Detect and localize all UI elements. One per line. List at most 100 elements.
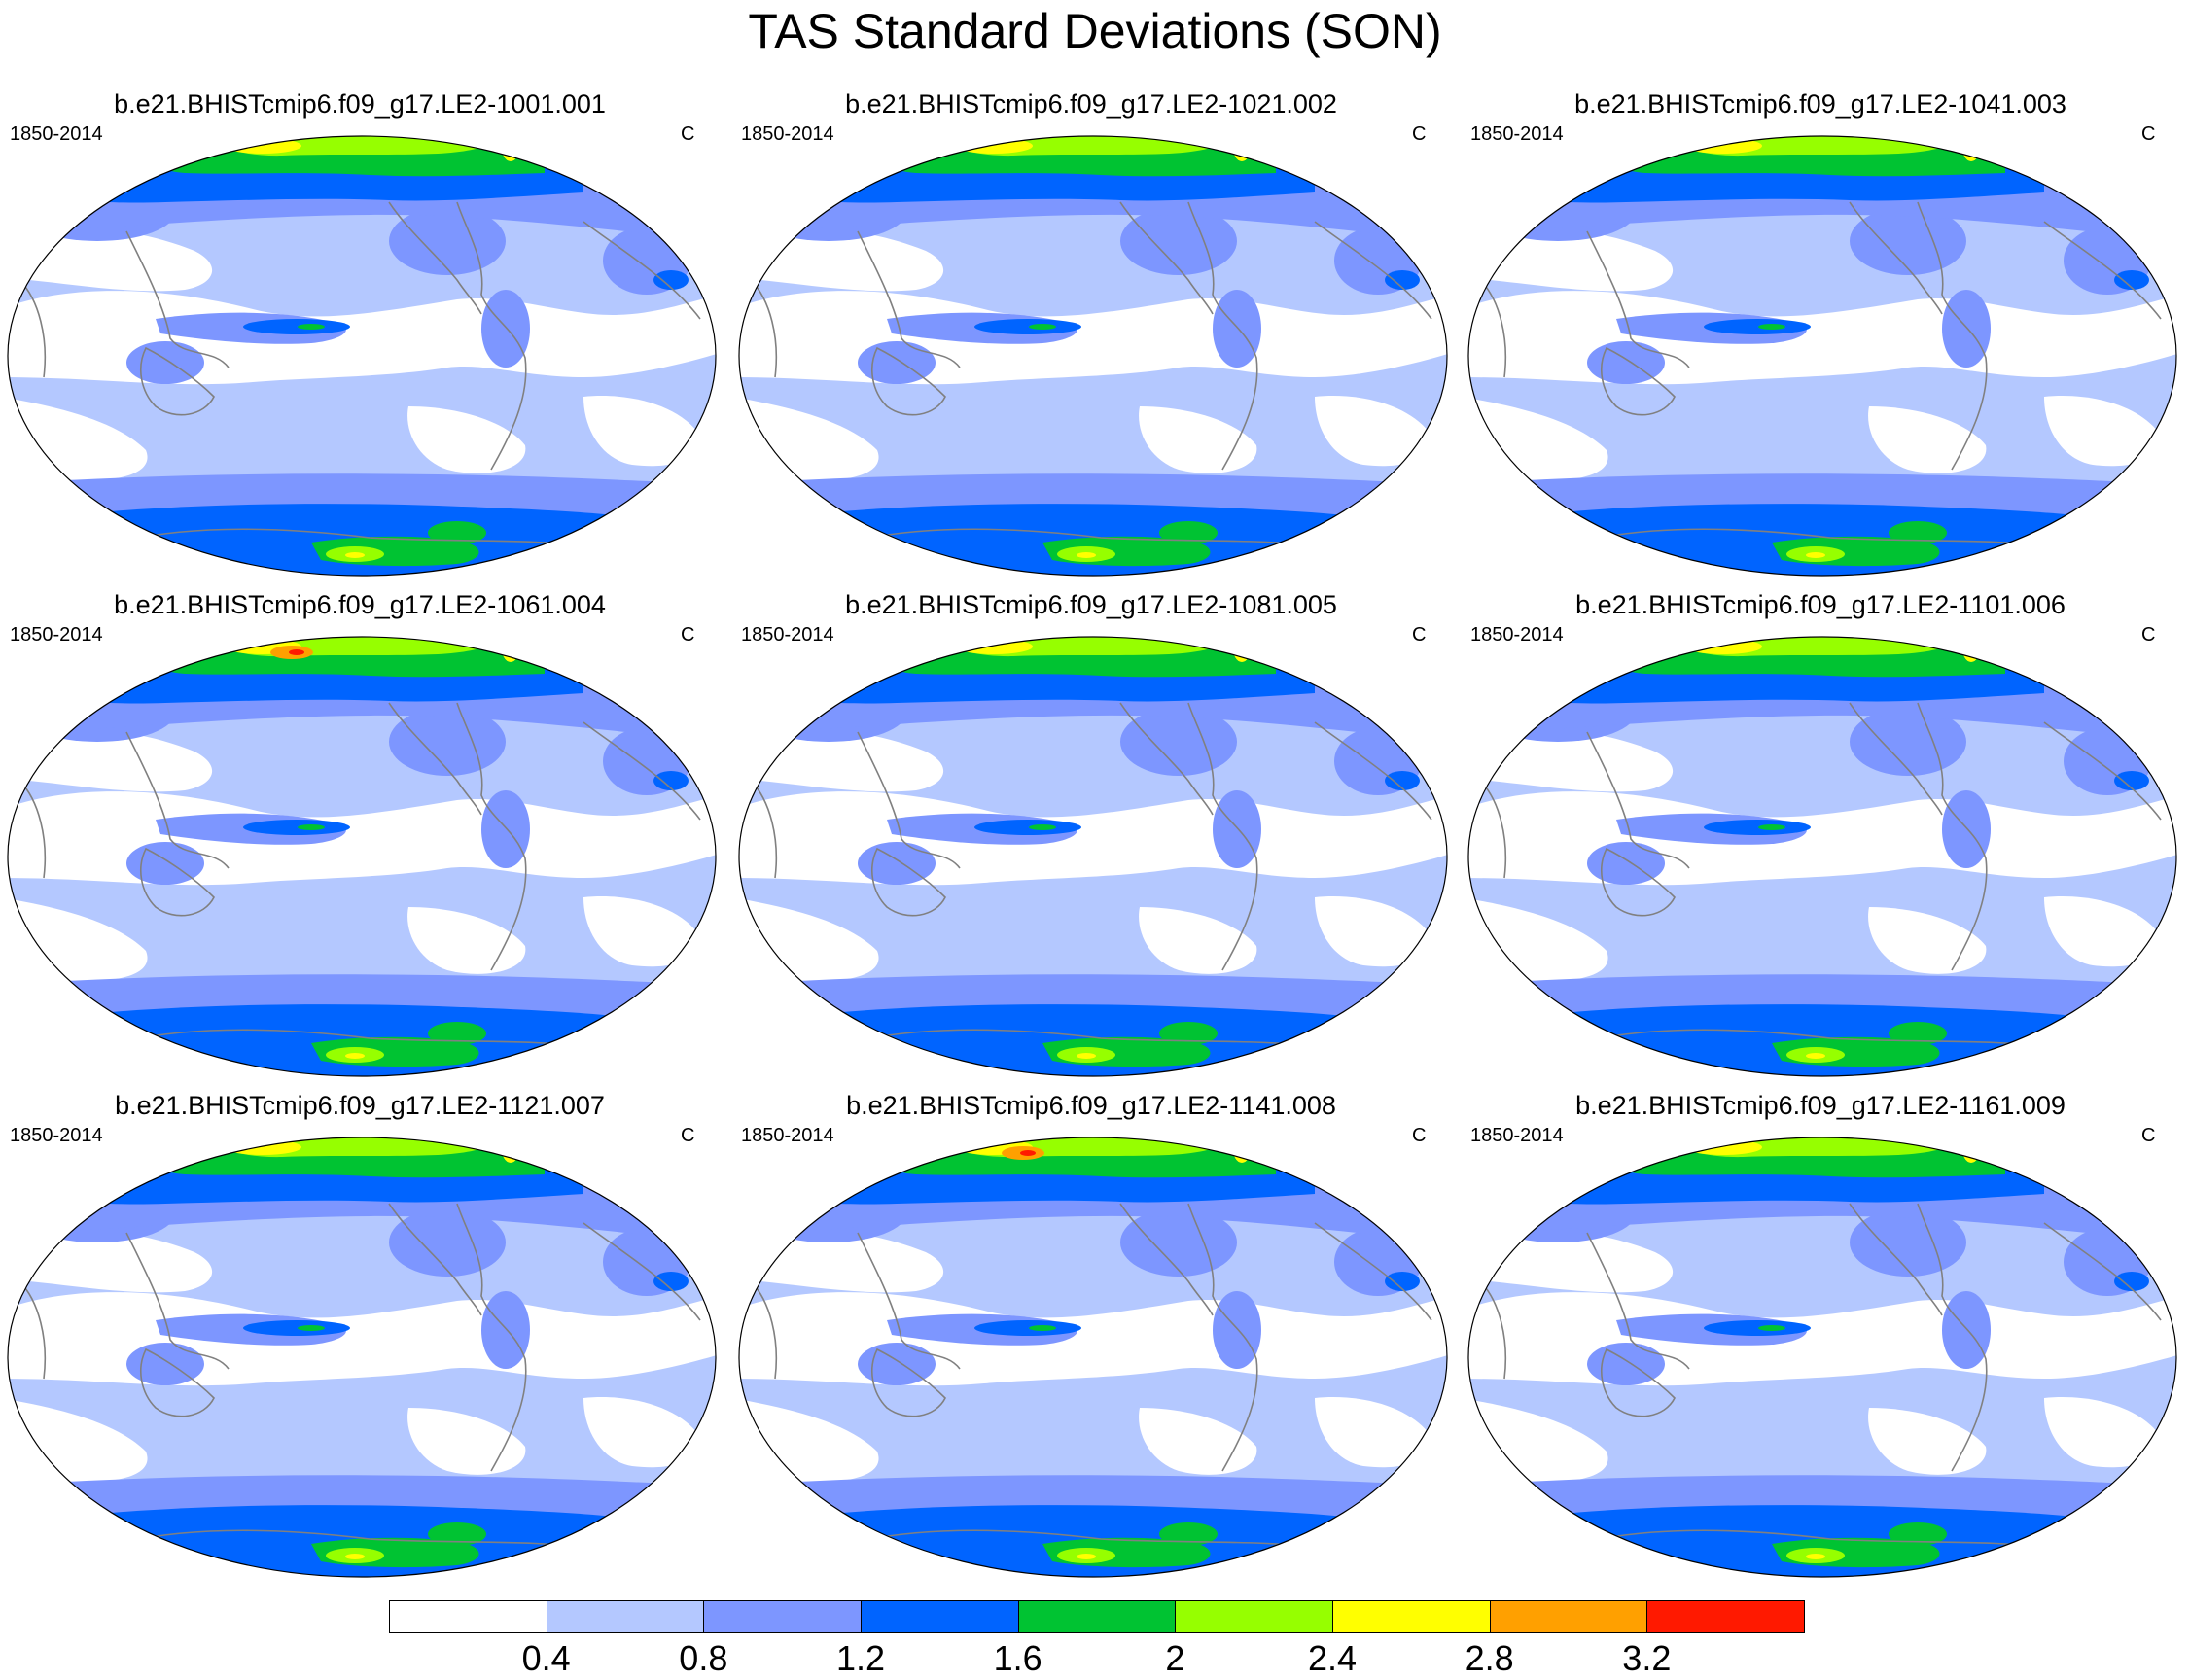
midblue-patch	[1850, 1208, 1966, 1277]
map-field	[739, 136, 1447, 576]
midblue-patch	[481, 1291, 530, 1369]
figure-title: TAS Standard Deviations (SON)	[748, 4, 1442, 58]
panel-title: b.e21.BHISTcmip6.f09_g17.LE2-1001.001	[114, 89, 606, 119]
map-svg	[7, 1137, 717, 1578]
panel-title: b.e21.BHISTcmip6.f09_g17.LE2-1141.008	[846, 1091, 1336, 1120]
south-green	[1889, 1022, 1947, 1045]
coastline	[847, 1529, 1335, 1550]
white-region	[1315, 1397, 1432, 1468]
units-label: C	[681, 624, 695, 646]
period-label: 1850-2014	[741, 1125, 834, 1146]
blue-patch	[2114, 771, 2149, 790]
enso-core	[1704, 820, 1811, 835]
units-label: C	[1412, 1125, 1427, 1146]
midblue-patch	[1587, 1343, 1665, 1385]
map-outline	[7, 636, 717, 1077]
map-svg	[738, 135, 1448, 577]
enso-core	[974, 319, 1081, 334]
coastline	[583, 1222, 701, 1321]
white-region	[1480, 1230, 1674, 1293]
white-region	[19, 1230, 213, 1293]
coastline	[456, 1203, 527, 1472]
colorbar-tick-label: 2	[1165, 1638, 1185, 1678]
midblue-patch	[481, 290, 530, 368]
midblue-patch	[1850, 708, 1966, 776]
enso-core	[974, 1320, 1081, 1336]
south-yellow	[1806, 1053, 1825, 1059]
white-region	[1868, 907, 1987, 974]
map-svg	[1467, 636, 2177, 1077]
coastline	[388, 1203, 482, 1316]
enso-peak	[1029, 1325, 1056, 1331]
units-label: C	[2141, 624, 2156, 646]
units-label: C	[681, 1125, 695, 1146]
units-label: C	[681, 123, 695, 145]
enso-core	[1704, 1320, 1811, 1336]
map-outline	[738, 636, 1448, 1077]
coastline	[1586, 230, 1690, 368]
blue-patch	[1385, 1272, 1420, 1291]
colorbar-tick-label: 2.4	[1307, 1638, 1358, 1678]
blue-patch	[2114, 270, 2149, 290]
coastline	[1187, 702, 1258, 971]
coastline	[125, 230, 230, 368]
enso-peak	[1029, 824, 1056, 830]
coastline	[1576, 1029, 2065, 1049]
coastline	[116, 1029, 604, 1049]
midblue-patch	[389, 708, 506, 776]
white-region	[19, 729, 213, 792]
coastline	[2043, 1222, 2162, 1321]
white-region	[1139, 406, 1257, 473]
south-green	[1889, 521, 1947, 544]
blue-patch	[2114, 1272, 2149, 1291]
coastline	[1576, 528, 2065, 548]
coastline	[1586, 1232, 1690, 1370]
units-label: C	[1412, 624, 1427, 646]
coastline	[1314, 221, 1432, 320]
panel-title: b.e21.BHISTcmip6.f09_g17.LE2-1061.004	[114, 590, 606, 619]
enso-peak	[1758, 1325, 1785, 1331]
coastline	[1849, 1203, 1943, 1316]
colorbar-swatch	[389, 1600, 548, 1633]
coastline	[1314, 721, 1432, 821]
map-panel: b.e21.BHISTcmip6.f09_g17.LE2-1141.008 185…	[731, 1087, 1451, 1583]
units-label: C	[1412, 123, 1427, 145]
enso-peak	[298, 1325, 325, 1331]
coastline	[1849, 201, 1943, 315]
white-region	[1480, 729, 1674, 792]
map-panel: b.e21.BHISTcmip6.f09_g17.LE2-1061.004 185…	[0, 586, 720, 1082]
panel-title: b.e21.BHISTcmip6.f09_g17.LE2-1021.002	[845, 89, 1337, 119]
units-label: C	[2141, 1125, 2156, 1146]
coastline	[1119, 702, 1214, 816]
blue-patch	[1385, 771, 1420, 790]
colorbar-tick-label: 2.8	[1465, 1638, 1514, 1678]
white-region	[1868, 1408, 1987, 1475]
coastline	[857, 230, 961, 368]
coastline	[1601, 847, 1676, 917]
midblue-patch	[389, 207, 506, 275]
colorbar-swatch	[546, 1600, 705, 1633]
midblue-patch	[389, 1208, 506, 1277]
coastline	[871, 847, 946, 917]
coastline	[2043, 221, 2162, 320]
white-region	[1139, 1408, 1257, 1475]
south-green	[1889, 1522, 1947, 1546]
coastline	[388, 201, 482, 315]
white-region	[583, 1397, 701, 1468]
midblue-patch	[1942, 1291, 1991, 1369]
period-label: 1850-2014	[10, 123, 103, 145]
colorbar-swatch	[1332, 1600, 1491, 1633]
enso-peak	[1029, 324, 1056, 330]
coastline	[116, 1529, 604, 1550]
coastline	[871, 346, 946, 416]
midblue-patch	[1587, 842, 1665, 885]
coastline	[388, 702, 482, 816]
midblue-patch	[1213, 290, 1261, 368]
map-panel: b.e21.BHISTcmip6.f09_g17.LE2-1021.002 185…	[731, 86, 1451, 581]
midblue-patch	[1587, 341, 1665, 384]
map-panel: b.e21.BHISTcmip6.f09_g17.LE2-1041.003 185…	[1461, 86, 2180, 581]
midblue-patch	[1120, 207, 1237, 275]
colorbar-swatch	[1489, 1600, 1648, 1633]
coastline	[125, 731, 230, 869]
blue-patch	[1385, 270, 1420, 290]
